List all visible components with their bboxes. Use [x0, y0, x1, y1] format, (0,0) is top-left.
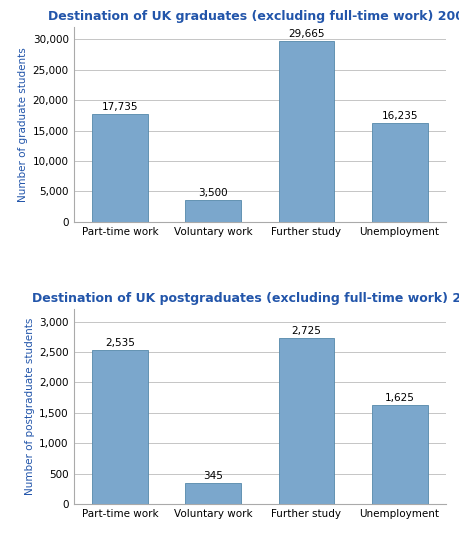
Title: Destination of UK graduates (excluding full-time work) 2008: Destination of UK graduates (excluding f…	[47, 10, 459, 23]
Text: 17,735: 17,735	[102, 101, 138, 112]
Text: 1,625: 1,625	[384, 393, 414, 403]
Bar	[92, 350, 148, 504]
Bar	[278, 338, 334, 504]
Bar	[92, 114, 148, 222]
Bar	[371, 123, 427, 222]
Title: Destination of UK postgraduates (excluding full-time work) 2008: Destination of UK postgraduates (excludi…	[32, 293, 459, 306]
Y-axis label: Number of graduate students: Number of graduate students	[18, 47, 28, 202]
Text: 3,500: 3,500	[198, 188, 228, 198]
Bar	[185, 201, 241, 222]
Text: 345: 345	[203, 471, 223, 481]
Y-axis label: Number of postgraduate students: Number of postgraduate students	[25, 318, 35, 495]
Bar	[278, 41, 334, 222]
Text: 29,665: 29,665	[288, 29, 324, 39]
Bar	[185, 483, 241, 504]
Text: 2,535: 2,535	[105, 338, 135, 347]
Text: 2,725: 2,725	[291, 326, 321, 336]
Text: 16,235: 16,235	[381, 111, 417, 121]
Bar	[371, 405, 427, 504]
